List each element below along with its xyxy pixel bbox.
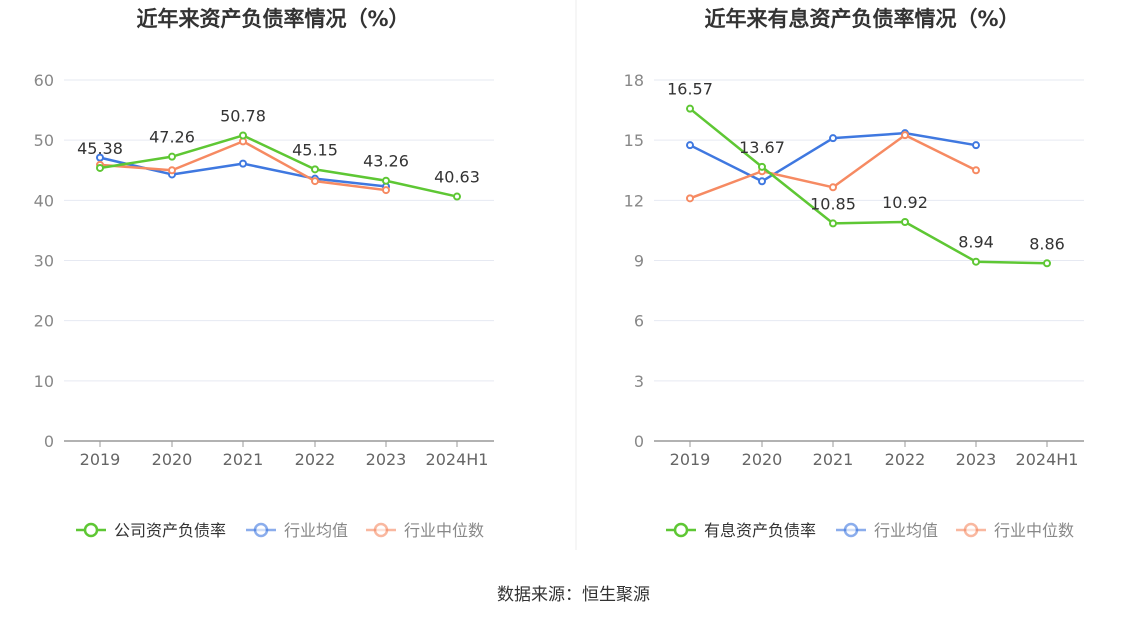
- y-tick-label: 9: [634, 252, 644, 271]
- x-tick-label: 2020: [152, 450, 193, 469]
- legend-label: 有息资产负债率: [704, 521, 816, 540]
- y-tick-label: 40: [34, 191, 54, 210]
- data-point: [758, 177, 766, 186]
- data-label: 10.92: [882, 193, 928, 212]
- x-tick-label: 2022: [885, 450, 926, 469]
- legend-marker: [963, 522, 979, 538]
- y-tick-label: 10: [34, 372, 54, 391]
- data-point: [829, 134, 837, 143]
- x-tick-label: 2024H1: [1016, 450, 1079, 469]
- legend-marker: [843, 522, 859, 538]
- legend-marker: [253, 522, 269, 538]
- y-tick-label: 0: [634, 432, 644, 451]
- data-point: [96, 163, 104, 172]
- data-point: [686, 141, 694, 150]
- legend-label: 行业均值: [874, 521, 938, 540]
- legend-marker: [83, 522, 99, 538]
- data-point: [453, 192, 461, 201]
- data-point: [972, 257, 980, 266]
- legend-marker: [373, 522, 389, 538]
- data-label: 50.78: [220, 106, 266, 125]
- data-point: [239, 159, 247, 168]
- x-tick-label: 2023: [366, 450, 407, 469]
- interest-bearing-debt-ratio-chart: 近年来有息资产负债率情况（%） 0 3 6 9 12 15 18 2019 2020 2021 202…: [624, 7, 1084, 540]
- data-label: 45.15: [292, 140, 338, 159]
- data-point: [829, 219, 837, 228]
- data-point: [972, 166, 980, 175]
- data-point: [382, 186, 390, 195]
- y-tick-label: 15: [624, 131, 644, 150]
- y-tick-label: 50: [34, 131, 54, 150]
- legend-label: 公司资产负债率: [114, 521, 226, 540]
- data-point: [686, 104, 694, 113]
- data-label: 40.63: [434, 168, 480, 187]
- chart-title: 近年来资产负债率情况（%）: [136, 7, 409, 31]
- data-point: [382, 176, 390, 185]
- x-tick-label: 2022: [295, 450, 336, 469]
- legend-label: 行业中位数: [994, 521, 1074, 540]
- x-tick-label: 2021: [223, 450, 264, 469]
- data-point: [758, 162, 766, 171]
- x-tick-label: 2020: [742, 450, 783, 469]
- data-point: [686, 194, 694, 203]
- x-tick-label: 2024H1: [426, 450, 489, 469]
- data-point: [829, 183, 837, 192]
- data-point: [1043, 259, 1051, 268]
- data-label: 8.86: [1029, 234, 1065, 253]
- data-point: [168, 152, 176, 161]
- data-point: [311, 177, 319, 186]
- series-line: [689, 107, 1048, 265]
- legend-label: 行业均值: [284, 521, 348, 540]
- source-note: 数据来源：恒生聚源: [497, 585, 650, 605]
- data-label: 45.38: [77, 139, 123, 158]
- legend-marker: [673, 522, 689, 538]
- x-tick-label: 2019: [80, 450, 121, 469]
- debt-ratio-chart: 近年来资产负债率情况（%） 0 10 20 30 40 50 60 2019 2020 2021 20…: [34, 7, 494, 540]
- y-tick-label: 60: [34, 71, 54, 90]
- legend-label: 行业中位数: [404, 521, 484, 540]
- x-tick-label: 2023: [956, 450, 997, 469]
- x-tick-label: 2021: [813, 450, 854, 469]
- chart-title: 近年来有息资产负债率情况（%）: [704, 7, 1019, 31]
- data-point: [168, 166, 176, 175]
- data-point: [901, 131, 909, 140]
- data-point: [972, 141, 980, 150]
- y-tick-label: 12: [624, 191, 644, 210]
- y-tick-label: 30: [34, 252, 54, 271]
- series-line: [99, 134, 458, 198]
- data-label: 13.67: [739, 138, 785, 157]
- x-tick-label: 2019: [670, 450, 711, 469]
- data-label: 8.94: [958, 233, 994, 252]
- data-point: [239, 131, 247, 140]
- data-point: [311, 165, 319, 174]
- y-tick-label: 6: [634, 312, 644, 331]
- y-tick-label: 18: [624, 71, 644, 90]
- data-label: 16.57: [667, 80, 713, 99]
- data-label: 43.26: [363, 152, 409, 171]
- y-tick-label: 0: [44, 432, 54, 451]
- data-label: 47.26: [149, 128, 195, 147]
- data-point: [901, 217, 909, 226]
- data-label: 10.85: [810, 194, 856, 213]
- y-tick-label: 3: [634, 372, 644, 391]
- data-point: [96, 153, 104, 162]
- y-tick-label: 20: [34, 312, 54, 331]
